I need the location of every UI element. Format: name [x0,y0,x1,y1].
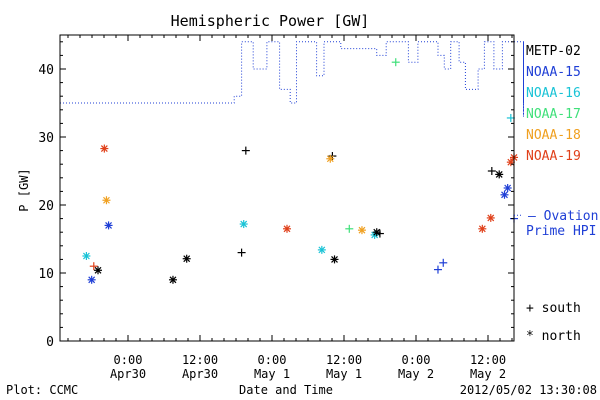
data-point [330,255,339,264]
data-point [486,213,495,222]
marker-legend-item: * north [526,329,581,344]
x-tick-label-date: Apr30 [110,367,146,381]
x-tick-label-time: 0:00 [402,353,431,367]
x-tick-label-time: 12:00 [182,353,218,367]
data-point [89,262,98,271]
data-point [237,248,246,257]
ovation-label: Prime HPI [526,224,596,239]
legend-item: NOAA-16 [526,86,581,101]
data-point [102,196,111,205]
ovation-label: — Ovation [528,209,598,224]
data-point [375,229,384,238]
data-point [168,275,177,284]
x-tick-label-date: May 1 [326,367,362,381]
data-point [82,252,91,260]
data-point [506,113,515,122]
data-point [372,228,381,237]
data-point [100,144,109,153]
data-point [104,221,113,230]
data-point [439,258,448,267]
y-tick-label: 10 [38,267,54,282]
data-point [487,167,496,175]
data-point [500,190,509,199]
marker-legend-item: + south [526,301,581,316]
data-point [503,184,512,192]
legend-item: NOAA-15 [526,65,581,80]
y-tick-label: 20 [38,199,54,214]
x-tick-label-time: 12:00 [470,353,506,367]
legend: METP-02 NOAA-15 NOAA-16 NOAA-17 NOAA-18 NOAA-… [514,44,598,344]
x-tick-label-time: 0:00 [114,353,143,367]
plot-area [60,41,524,284]
data-point [87,275,96,284]
data-point [94,266,103,275]
data-point [391,58,400,67]
legend-item: NOAA-17 [526,107,581,122]
data-point [283,224,291,233]
data-point [326,154,335,163]
data-point [495,170,504,179]
legend-item: NOAA-19 [526,149,581,164]
x-tick-label-date: Apr30 [182,367,218,381]
plot-frame [59,34,515,342]
legend-item: NOAA-18 [526,128,581,143]
x-axis-label: Date and Time [239,383,333,397]
ovation-hpi-line [60,41,524,117]
x-tick-label-date: May 2 [398,367,434,381]
data-point [357,226,366,235]
y-tick-label: 40 [38,63,54,78]
plot-source: Plot: CCMC [6,383,78,397]
legend-item: METP-02 [526,44,581,59]
data-point [433,265,442,274]
x-tick-label-date: May 2 [470,367,506,381]
timestamp: 2012/05/02 13:30:08 [460,383,597,397]
data-point [317,245,326,254]
chart-title: Hemispheric Power [GW] [171,12,370,30]
y-axis-label: P [GW] [17,168,31,211]
data-point [182,254,191,263]
x-tick-label-time: 12:00 [326,353,362,367]
data-point [239,220,248,229]
data-point [478,224,487,233]
data-point [241,146,250,155]
data-point [345,224,354,233]
x-tick-label-time: 0:00 [258,353,287,367]
y-tick-label: 0 [46,335,54,350]
x-tick-label-date: May 1 [254,367,290,381]
y-tick-label: 30 [38,131,54,146]
